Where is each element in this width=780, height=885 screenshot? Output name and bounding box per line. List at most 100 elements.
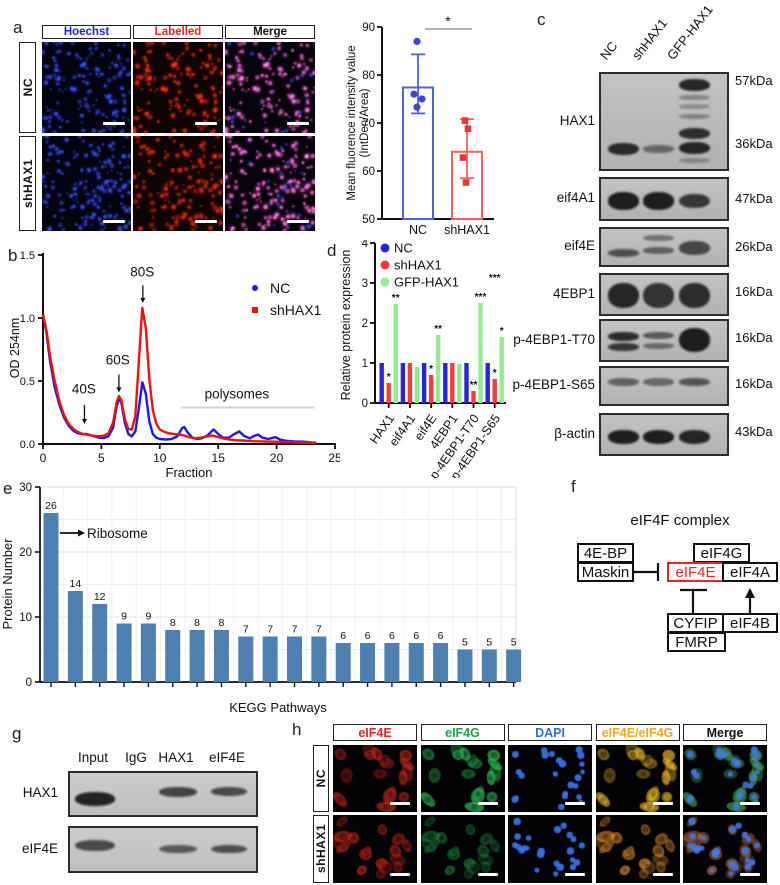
svg-text:25: 25 xyxy=(328,451,340,465)
wb-band xyxy=(678,158,710,164)
wb-band xyxy=(607,332,639,341)
micrograph-nc-eif4e-eif4g xyxy=(595,745,680,812)
svg-text:*: * xyxy=(500,326,504,337)
micrograph-nc-hoechst xyxy=(42,42,131,133)
svg-text:*: * xyxy=(429,364,433,375)
micrograph-canvas xyxy=(420,815,505,883)
svg-text:2: 2 xyxy=(362,318,368,330)
column-header-eif4g: eIF4G xyxy=(420,724,505,741)
panel-a-intensity-chart: 50 60 70 80 90 Mean fluorence intensity value… xyxy=(344,8,500,242)
kegg-bar-4 xyxy=(140,623,156,682)
micrograph-canvas xyxy=(333,815,417,883)
svg-text:40S: 40S xyxy=(72,382,96,397)
kegg-bar-9 xyxy=(262,636,278,682)
svg-text:1.0: 1.0 xyxy=(20,313,35,325)
wb-band xyxy=(75,792,115,807)
scale-bar xyxy=(195,220,217,223)
wb-band xyxy=(678,103,710,109)
svg-text:(IntDen/Area): (IntDen/Area) xyxy=(359,88,371,157)
column-header-labelled: Labelled xyxy=(133,25,223,39)
svg-text:3: 3 xyxy=(362,278,368,290)
svg-text:70: 70 xyxy=(362,118,375,130)
micrograph-canvas xyxy=(133,42,223,133)
bar-GFP-HAX1-p-4EBP1-S65 xyxy=(499,337,504,403)
svg-text:0: 0 xyxy=(40,451,47,465)
svg-text:6: 6 xyxy=(340,630,346,642)
kegg-bar-6 xyxy=(189,630,205,682)
svg-text:Mean fluorence intensity value: Mean fluorence intensity value xyxy=(346,45,358,200)
kda-marker: 16kDa xyxy=(735,330,773,346)
svg-text:*: * xyxy=(493,368,497,379)
diagram-box-eif4b: eIF4B xyxy=(722,613,778,633)
curve-NC xyxy=(41,313,317,444)
coip-target-label: eIF4E xyxy=(21,840,58,856)
kegg-bar-15 xyxy=(408,643,424,682)
blot-target-label: p-4EBP1-S65 xyxy=(512,377,595,392)
kegg-bar-3 xyxy=(116,623,132,682)
bar-shHAX1-p-4EBP1-S65 xyxy=(492,379,497,403)
svg-text:0: 0 xyxy=(362,398,368,410)
blot-eif4A1 xyxy=(599,177,729,221)
wb-band xyxy=(642,343,674,350)
kda-marker: 16kDa xyxy=(735,284,773,300)
blot-4EBP1 xyxy=(599,273,729,316)
micrograph-canvas xyxy=(508,745,592,812)
panel-b-polysome-chart: 0 5 10 15 20 25 0.0 0.5 1.0 1.5 OD 254nm Fraction 40… xyxy=(8,243,342,480)
svg-text:***: *** xyxy=(489,273,501,284)
row-label-shhax1: shHAX1 xyxy=(19,136,36,231)
diagram-box-4e-bp: 4E-BP xyxy=(577,543,634,563)
blot-β-actin xyxy=(599,413,729,456)
micrograph-nc-merge xyxy=(225,42,315,133)
curve-shHAX1 xyxy=(41,306,317,445)
bar-GFP-HAX1-eif4E xyxy=(435,335,441,403)
column-header-hoechst: Hoechst xyxy=(42,25,131,39)
blot-eif4E xyxy=(599,227,729,267)
svg-text:20: 20 xyxy=(270,451,284,465)
wb-band xyxy=(75,840,115,852)
micrograph-shhax1-eif4e xyxy=(333,815,417,883)
svg-text:50: 50 xyxy=(362,214,375,226)
panel-f-label: f xyxy=(571,477,576,496)
kegg-bar-11 xyxy=(311,636,327,682)
svg-text:5: 5 xyxy=(98,451,105,465)
panel-d-expression-chart: 0 1 2 3 4 Relative protein expression HAX1 eif4… xyxy=(328,238,522,482)
svg-text:60S: 60S xyxy=(106,353,130,368)
micrograph-nc-dapi xyxy=(508,745,592,812)
lane-label-eif4e: eIF4E xyxy=(208,750,246,765)
kegg-bar-19 xyxy=(506,649,522,682)
wb-band xyxy=(607,378,639,386)
blot-HAX1 xyxy=(599,72,729,171)
svg-text:NC: NC xyxy=(270,280,290,296)
micrograph-canvas xyxy=(225,42,315,133)
row-label-nc: NC xyxy=(313,745,329,812)
panel-e-label: e xyxy=(3,479,13,498)
wb-band xyxy=(642,145,674,154)
scale-bar xyxy=(740,873,760,876)
svg-text:shHAX1: shHAX1 xyxy=(444,223,490,237)
kegg-bar-chart: 0 10 20 30 26 14 12 9 9 8 8 8 7 7 7 7 6 6 6 6 6 5 5 5 Ribosome Pr… xyxy=(0,482,522,715)
kegg-bar-14 xyxy=(384,643,400,682)
scale-bar xyxy=(103,122,125,125)
blot-target-label: eif4E xyxy=(564,238,595,253)
kda-marker: 26kDa xyxy=(735,239,773,254)
kegg-bar-8 xyxy=(238,636,254,682)
panel-e-kegg-chart: 0 10 20 30 26 14 12 9 9 8 8 8 7 7 7 7 6 6 6 6 6 5 5 5 Ribosome Pr… xyxy=(0,476,574,720)
bar-NC-eif4E xyxy=(421,363,427,403)
lane-label-nc: NC xyxy=(596,38,621,63)
svg-text:6: 6 xyxy=(413,630,419,642)
scale-bar xyxy=(287,220,309,223)
svg-text:8: 8 xyxy=(170,617,176,629)
panel-h-if-grid: eIF4E eIF4G DAPI eIF4E/eIF4G Merge NC shHAX1 xyxy=(290,700,780,885)
micrograph-canvas xyxy=(333,745,417,812)
svg-text:5: 5 xyxy=(511,637,517,649)
svg-text:5: 5 xyxy=(486,637,492,649)
svg-text:Relative protein expression: Relative protein expression xyxy=(339,250,353,401)
kda-marker: 36kDa xyxy=(735,136,773,152)
wb-band xyxy=(678,430,710,444)
kegg-bar-10 xyxy=(287,636,302,682)
polysome-line-chart: 0 5 10 15 20 25 0.0 0.5 1.0 1.5 OD 254nm Fraction 40… xyxy=(8,250,342,480)
scale-bar xyxy=(390,873,410,876)
micrograph-shhax1-labelled xyxy=(133,136,223,231)
wb-band xyxy=(678,282,710,308)
